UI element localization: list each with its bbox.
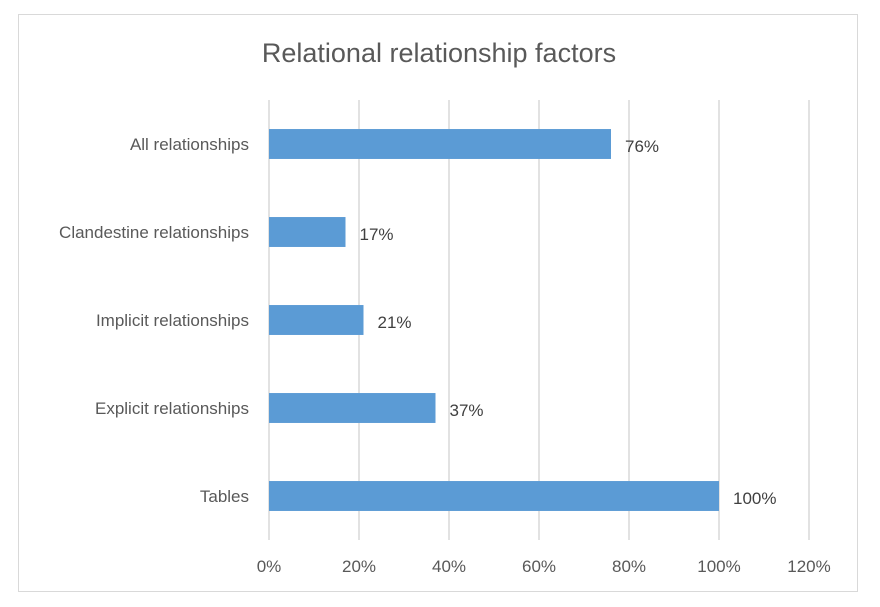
category-label: Implicit relationships — [96, 311, 249, 330]
x-axis-tick-labels: 0% 20% 40% 60% 80% 100% 120% — [257, 557, 831, 576]
category-label: Explicit relationships — [95, 399, 249, 418]
category-label: Tables — [200, 487, 249, 506]
x-tick-label: 60% — [522, 557, 556, 576]
bar — [269, 481, 719, 511]
bar — [269, 129, 611, 159]
x-tick-label: 40% — [432, 557, 466, 576]
bars — [269, 129, 719, 511]
data-label: 100% — [733, 489, 776, 508]
bar — [269, 393, 436, 423]
data-label: 76% — [625, 137, 659, 156]
bar — [269, 217, 346, 247]
chart-title: Relational relationship factors — [262, 38, 616, 68]
x-tick-label: 80% — [612, 557, 646, 576]
data-label: 37% — [450, 401, 484, 420]
gridlines — [268, 100, 810, 540]
data-label: 17% — [360, 225, 394, 244]
x-tick-label: 0% — [257, 557, 282, 576]
category-label: All relationships — [130, 135, 249, 154]
x-tick-label: 120% — [787, 557, 830, 576]
x-tick-label: 100% — [697, 557, 740, 576]
x-tick-label: 20% — [342, 557, 376, 576]
data-label: 21% — [378, 313, 412, 332]
category-labels: All relationships Clandestine relationshi… — [59, 135, 249, 506]
data-labels: 76% 17% 21% 37% 100% — [360, 137, 777, 508]
bar — [269, 305, 364, 335]
category-label: Clandestine relationships — [59, 223, 249, 242]
